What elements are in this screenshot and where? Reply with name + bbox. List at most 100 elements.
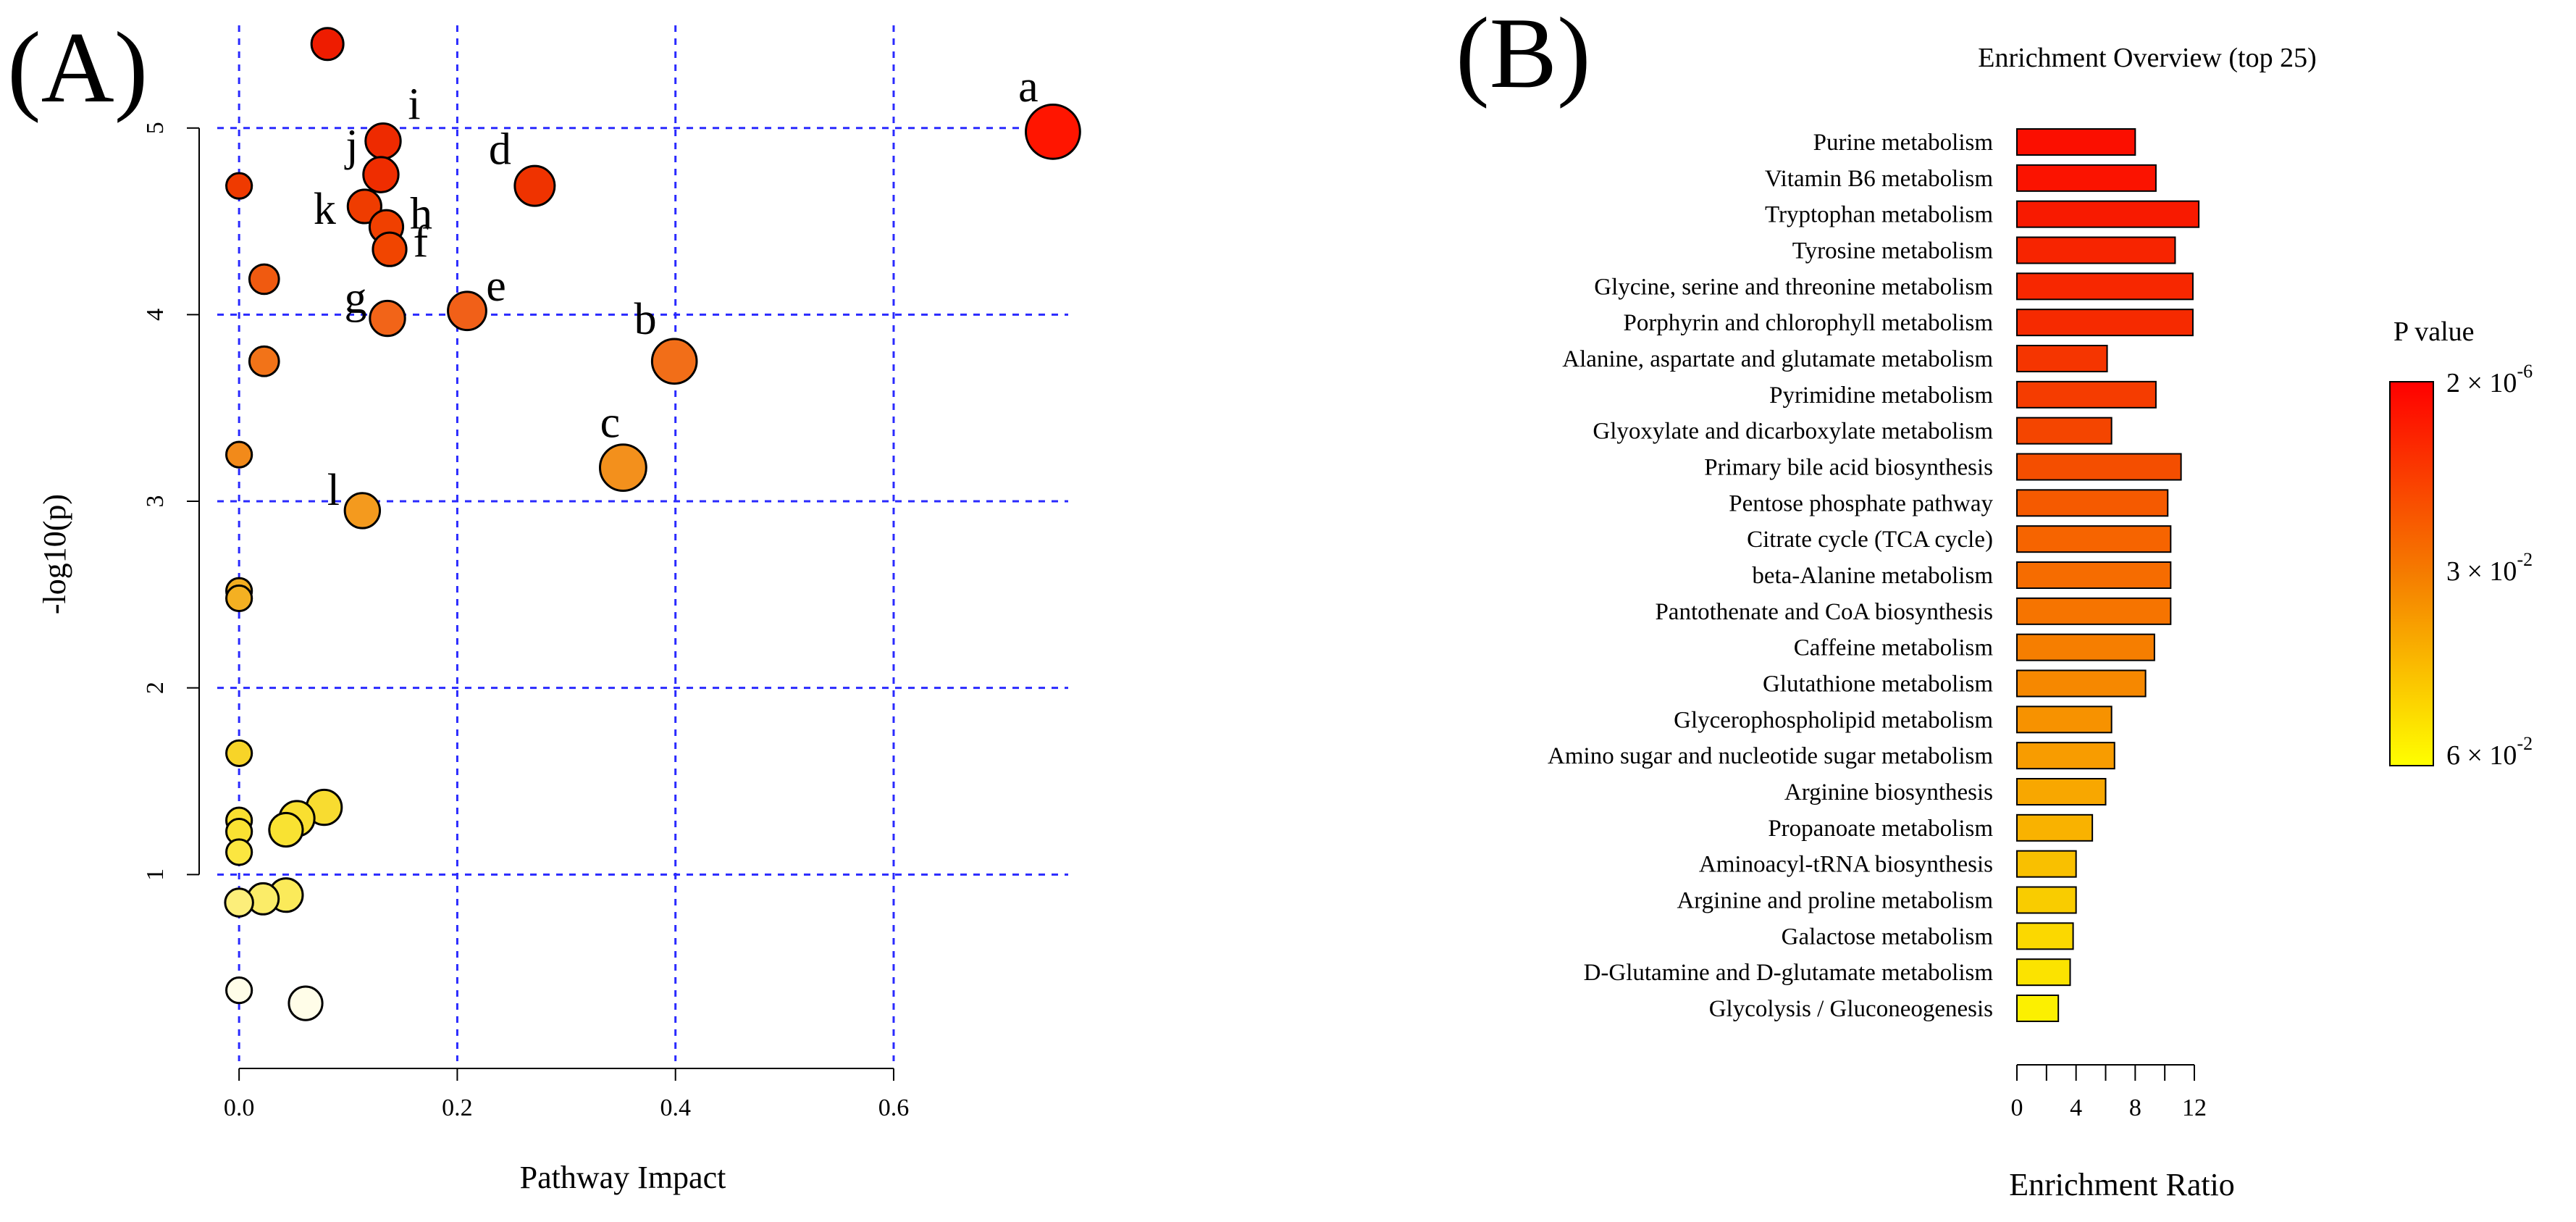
- bar-category-label-15: Glutathione metabolism: [1763, 671, 1993, 698]
- scatter-x-tick-label-2: 0.4: [660, 1095, 691, 1121]
- bar-category-label-18: Arginine biosynthesis: [1784, 779, 1993, 805]
- scatter-axes: [187, 127, 894, 1081]
- scatter-point-label-c: c: [600, 398, 621, 448]
- bar-x-axis-title: Enrichment Ratio: [2009, 1167, 2235, 1202]
- bar-x-axis: 0 4 8 12: [2011, 1064, 2207, 1121]
- scatter-point-f: [372, 231, 408, 267]
- scatter-x-axis-title: Pathway Impact: [520, 1160, 726, 1195]
- scatter-point-i: [364, 122, 402, 160]
- bar-21: [2016, 886, 2077, 914]
- bar-category-label-23: D-Glutamine and D-glutamate metabolism: [1584, 960, 1994, 986]
- bar-category-label-4: Glycine, serine and threonine metabolism: [1594, 274, 1993, 300]
- scatter-point-label-d: d: [489, 125, 511, 175]
- scatter-point-k: [346, 188, 382, 225]
- scatter-point-label-h: h: [410, 189, 432, 238]
- panel-b-label: (B): [1456, 0, 1591, 109]
- scatter-point-a: [1025, 103, 1081, 160]
- scatter-point-label-f: f: [414, 217, 429, 267]
- scatter-point-label-l: l: [327, 466, 340, 515]
- scatter-point-13: [248, 345, 280, 377]
- bar-category-label-8: Glyoxylate and dicarboxylate metabolism: [1593, 419, 1993, 445]
- scatter-point-d: [513, 164, 556, 207]
- pathway-impact-chart: 0.0 0.2 0.4 0.6 1 2 3 4 5 a i j d k hf e g b c l -log10(p)…: [37, 25, 1081, 1195]
- bar-18: [2016, 778, 2107, 805]
- bar-category-label-14: Caffeine metabolism: [1794, 635, 1994, 661]
- bar-6: [2016, 345, 2108, 372]
- scatter-point-label-g: g: [345, 274, 367, 323]
- bar-9: [2016, 453, 2182, 481]
- enrichment-overview-chart: Enrichment Overview (top 25) Purine meta…: [1548, 43, 2317, 1202]
- bar-category-label-5: Porphyrin and chlorophyll metabolism: [1623, 310, 1993, 336]
- scatter-x-tick-label-3: 0.6: [878, 1095, 910, 1121]
- bar-4: [2016, 272, 2194, 301]
- bar-category-label-19: Propanoate metabolism: [1768, 816, 1993, 842]
- scatter-point-25: [225, 838, 253, 866]
- bar-category-label-13: Pantothenate and CoA biosynthesis: [1655, 599, 1993, 625]
- bar-10: [2016, 489, 2169, 517]
- legend-mid-label: 3 × 10-2: [2446, 549, 2533, 587]
- scatter-point-j: [362, 156, 400, 193]
- bar-11: [2016, 525, 2172, 553]
- scatter-y-axis-title: -log10(p): [37, 494, 72, 614]
- scatter-point-label-i: i: [408, 80, 420, 130]
- bar-20: [2016, 850, 2077, 878]
- bar-3: [2016, 236, 2176, 264]
- scatter-point-29: [225, 976, 253, 1005]
- panel-a-label: (A): [7, 12, 148, 124]
- scatter-point-0: [310, 27, 345, 62]
- bar-category-label-7: Pyrimidine metabolism: [1769, 382, 1993, 409]
- scatter-point-14: [225, 440, 253, 469]
- scatter-x-tick-label-1: 0.2: [442, 1095, 473, 1121]
- scatter-point-28: [224, 887, 254, 918]
- scatter-point-label-b: b: [634, 295, 657, 344]
- scatter-y-tick-label-3: 4: [142, 309, 169, 321]
- scatter-point-18: [225, 584, 253, 613]
- legend-color-scale: [2389, 381, 2434, 766]
- bar-x-tick-label-2: 8: [2129, 1095, 2141, 1121]
- scatter-point-e: [447, 290, 487, 332]
- bar-category-label-3: Tyrosine metabolism: [1792, 238, 1994, 264]
- scatter-point-c: [598, 443, 647, 493]
- scatter-point-9: [248, 263, 280, 296]
- p-value-legend: P value 2 × 10-6 3 × 10-2 6 × 10-2: [2389, 317, 2533, 771]
- scatter-points: [224, 27, 1081, 1021]
- bar-category-labels: Purine metabolism Vitamin B6 metabolism Tr…: [1548, 130, 1993, 1022]
- bar-category-label-17: Amino sugar and nucleotide sugar metabol…: [1548, 743, 1993, 769]
- scatter-point-b: [650, 338, 698, 385]
- bar-16: [2016, 706, 2113, 734]
- bar-22: [2016, 922, 2074, 950]
- bar-category-label-1: Vitamin B6 metabolism: [1765, 166, 1993, 192]
- scatter-point-label-a: a: [1018, 62, 1039, 112]
- scatter-point-24: [268, 811, 304, 848]
- scatter-point-l: [343, 492, 382, 530]
- scatter-point-30: [288, 985, 324, 1021]
- bar-12: [2016, 561, 2172, 589]
- bar-x-tick-label-3: 12: [2182, 1095, 2207, 1121]
- bar-category-label-10: Pentose phosphate pathway: [1729, 490, 1993, 516]
- bar-2: [2016, 200, 2200, 228]
- bar-category-label-6: Alanine, aspartate and glutamate metabol…: [1562, 346, 1993, 372]
- bar-chart-title: Enrichment Overview (top 25): [1978, 43, 2316, 73]
- bar-15: [2016, 669, 2147, 698]
- scatter-point-g: [369, 299, 406, 338]
- scatter-y-tick-label-1: 2: [142, 682, 169, 694]
- bar-1: [2016, 164, 2157, 192]
- scatter-y-tick-label-4: 5: [142, 122, 169, 134]
- bar-8: [2016, 417, 2113, 445]
- bar-category-label-16: Glycerophospholipid metabolism: [1674, 707, 1993, 733]
- bar-19: [2016, 813, 2094, 842]
- legend-title: P value: [2394, 317, 2475, 347]
- bar-23: [2016, 958, 2071, 987]
- scatter-tick-labels: 0.0 0.2 0.4 0.6 1 2 3 4 5: [142, 122, 909, 1121]
- bar-x-tick-label-1: 4: [2070, 1095, 2082, 1121]
- scatter-y-tick-label-2: 3: [142, 495, 169, 508]
- bar-5: [2016, 309, 2194, 337]
- scatter-point-19: [225, 739, 253, 767]
- scatter-y-tick-label-0: 1: [142, 869, 169, 881]
- bar-category-label-20: Aminoacyl-tRNA biosynthesis: [1699, 852, 1993, 878]
- scatter-point-label-j: j: [344, 121, 358, 170]
- scatter-point-label-e: e: [486, 261, 506, 311]
- bar-category-label-21: Arginine and proline metabolism: [1677, 888, 1993, 914]
- bar-category-label-11: Citrate cycle (TCA cycle): [1747, 527, 1993, 553]
